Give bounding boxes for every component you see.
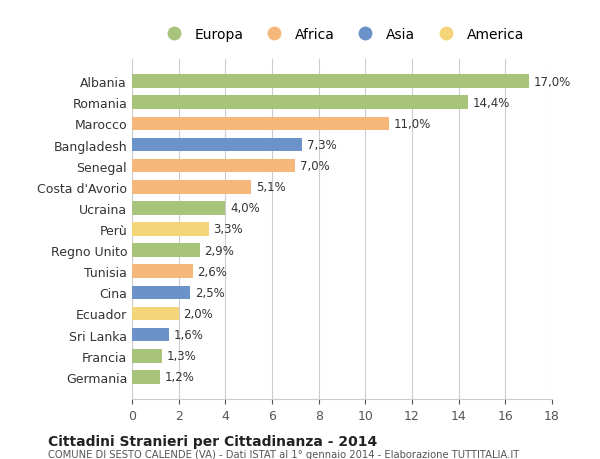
Text: 1,6%: 1,6% [174, 328, 204, 341]
Text: 7,3%: 7,3% [307, 139, 337, 151]
Legend: Europa, Africa, Asia, America: Europa, Africa, Asia, America [154, 22, 530, 47]
Text: 2,0%: 2,0% [184, 308, 213, 320]
Bar [132, 328, 169, 342]
Text: Cittadini Stranieri per Cittadinanza - 2014: Cittadini Stranieri per Cittadinanza - 2… [48, 434, 377, 448]
Bar [132, 202, 226, 215]
Bar [132, 244, 200, 257]
Bar [132, 286, 190, 300]
Text: 5,1%: 5,1% [256, 181, 286, 194]
Text: 11,0%: 11,0% [394, 118, 431, 131]
Text: 1,2%: 1,2% [164, 370, 194, 384]
Bar [132, 223, 209, 236]
Bar [132, 75, 529, 89]
Text: 4,0%: 4,0% [230, 202, 260, 215]
Text: 2,9%: 2,9% [205, 244, 234, 257]
Bar [132, 96, 468, 110]
Text: 14,4%: 14,4% [473, 96, 510, 110]
Bar [132, 307, 179, 321]
Bar [132, 265, 193, 279]
Bar [132, 370, 160, 384]
Text: 2,5%: 2,5% [195, 286, 225, 299]
Text: 17,0%: 17,0% [533, 75, 571, 89]
Text: COMUNE DI SESTO CALENDE (VA) - Dati ISTAT al 1° gennaio 2014 - Elaborazione TUTT: COMUNE DI SESTO CALENDE (VA) - Dati ISTA… [48, 449, 519, 459]
Bar [132, 117, 389, 131]
Text: 7,0%: 7,0% [300, 160, 330, 173]
Bar [132, 138, 302, 152]
Text: 1,3%: 1,3% [167, 349, 197, 363]
Bar [132, 180, 251, 194]
Bar [132, 349, 163, 363]
Text: 2,6%: 2,6% [197, 265, 227, 278]
Text: 3,3%: 3,3% [214, 223, 243, 236]
Bar [132, 159, 295, 173]
